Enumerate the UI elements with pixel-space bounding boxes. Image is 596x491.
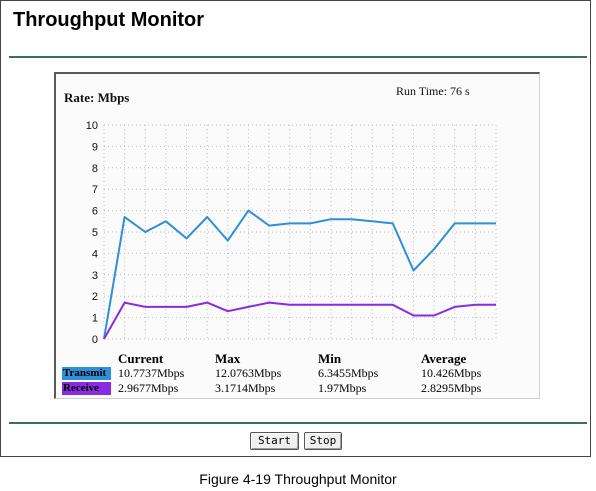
stats-header-min: Min: [318, 351, 342, 366]
stats-value-transmit-current: 10.7737Mbps: [118, 366, 185, 380]
stats-value-receive-current: 2.9677Mbps: [118, 381, 179, 395]
page-title: Throughput Monitor: [13, 9, 205, 31]
stats-value-receive-average: 2.8295Mbps: [421, 381, 482, 395]
start-button[interactable]: Start: [250, 432, 299, 450]
throughput-chart: Rate: Mbps Run Time: 76 s 0 1 2 3 4 5 6 7 8 9 10: [64, 84, 497, 346]
y-tick-label: 4: [92, 248, 98, 260]
y-tick-label: 3: [92, 270, 98, 282]
stats-value-transmit-max: 12.0763Mbps: [215, 366, 282, 380]
stats-value-transmit-average: 10.426Mbps: [421, 366, 482, 380]
stats-header-average: Average: [421, 351, 467, 366]
series-line-receive: [103, 301, 496, 340]
y-tick-label: 6: [92, 206, 98, 218]
stats-header-max: Max: [215, 351, 241, 366]
legend-receive: Receive: [62, 382, 111, 395]
stats-value-receive-max: 3.1714Mbps: [215, 381, 276, 395]
stats-value-transmit-min: 6.3455Mbps: [318, 366, 379, 380]
y-tick-label: 10: [86, 120, 98, 132]
y-tick-label: 2: [92, 291, 98, 303]
chart-grid: [103, 124, 497, 340]
header-divider: [9, 56, 587, 58]
y-tick-label: 1: [92, 313, 98, 325]
series-line-transmit: [103, 209, 496, 340]
y-tick-label: 8: [92, 163, 98, 175]
stats-value-receive-min: 1.97Mbps: [318, 381, 367, 395]
stats-header-current: Current: [118, 351, 164, 366]
footer-divider: [9, 422, 587, 424]
throughput-monitor-window: Throughput Monitor Rate: Mbps Run Time: …: [0, 0, 591, 457]
y-tick-label: 0: [92, 334, 98, 346]
throughput-chart-panel: Rate: Mbps Run Time: 76 s 0 1 2 3 4 5 6 7 8 9 10 C…: [54, 72, 540, 399]
stop-button[interactable]: Stop: [304, 432, 342, 450]
rate-label: Rate: Mbps: [64, 90, 129, 105]
figure-caption: Figure 4-19 Throughput Monitor: [199, 471, 397, 487]
run-time-readout: Run Time: 76 s: [396, 84, 470, 98]
y-tick-label: 5: [92, 227, 98, 239]
y-axis-ticks: 0 1 2 3 4 5 6 7 8 9 10: [86, 120, 98, 346]
legend-transmit: Transmit: [62, 367, 111, 380]
chart-series: [103, 209, 496, 340]
y-tick-label: 7: [92, 184, 98, 196]
y-tick-label: 9: [92, 141, 98, 153]
